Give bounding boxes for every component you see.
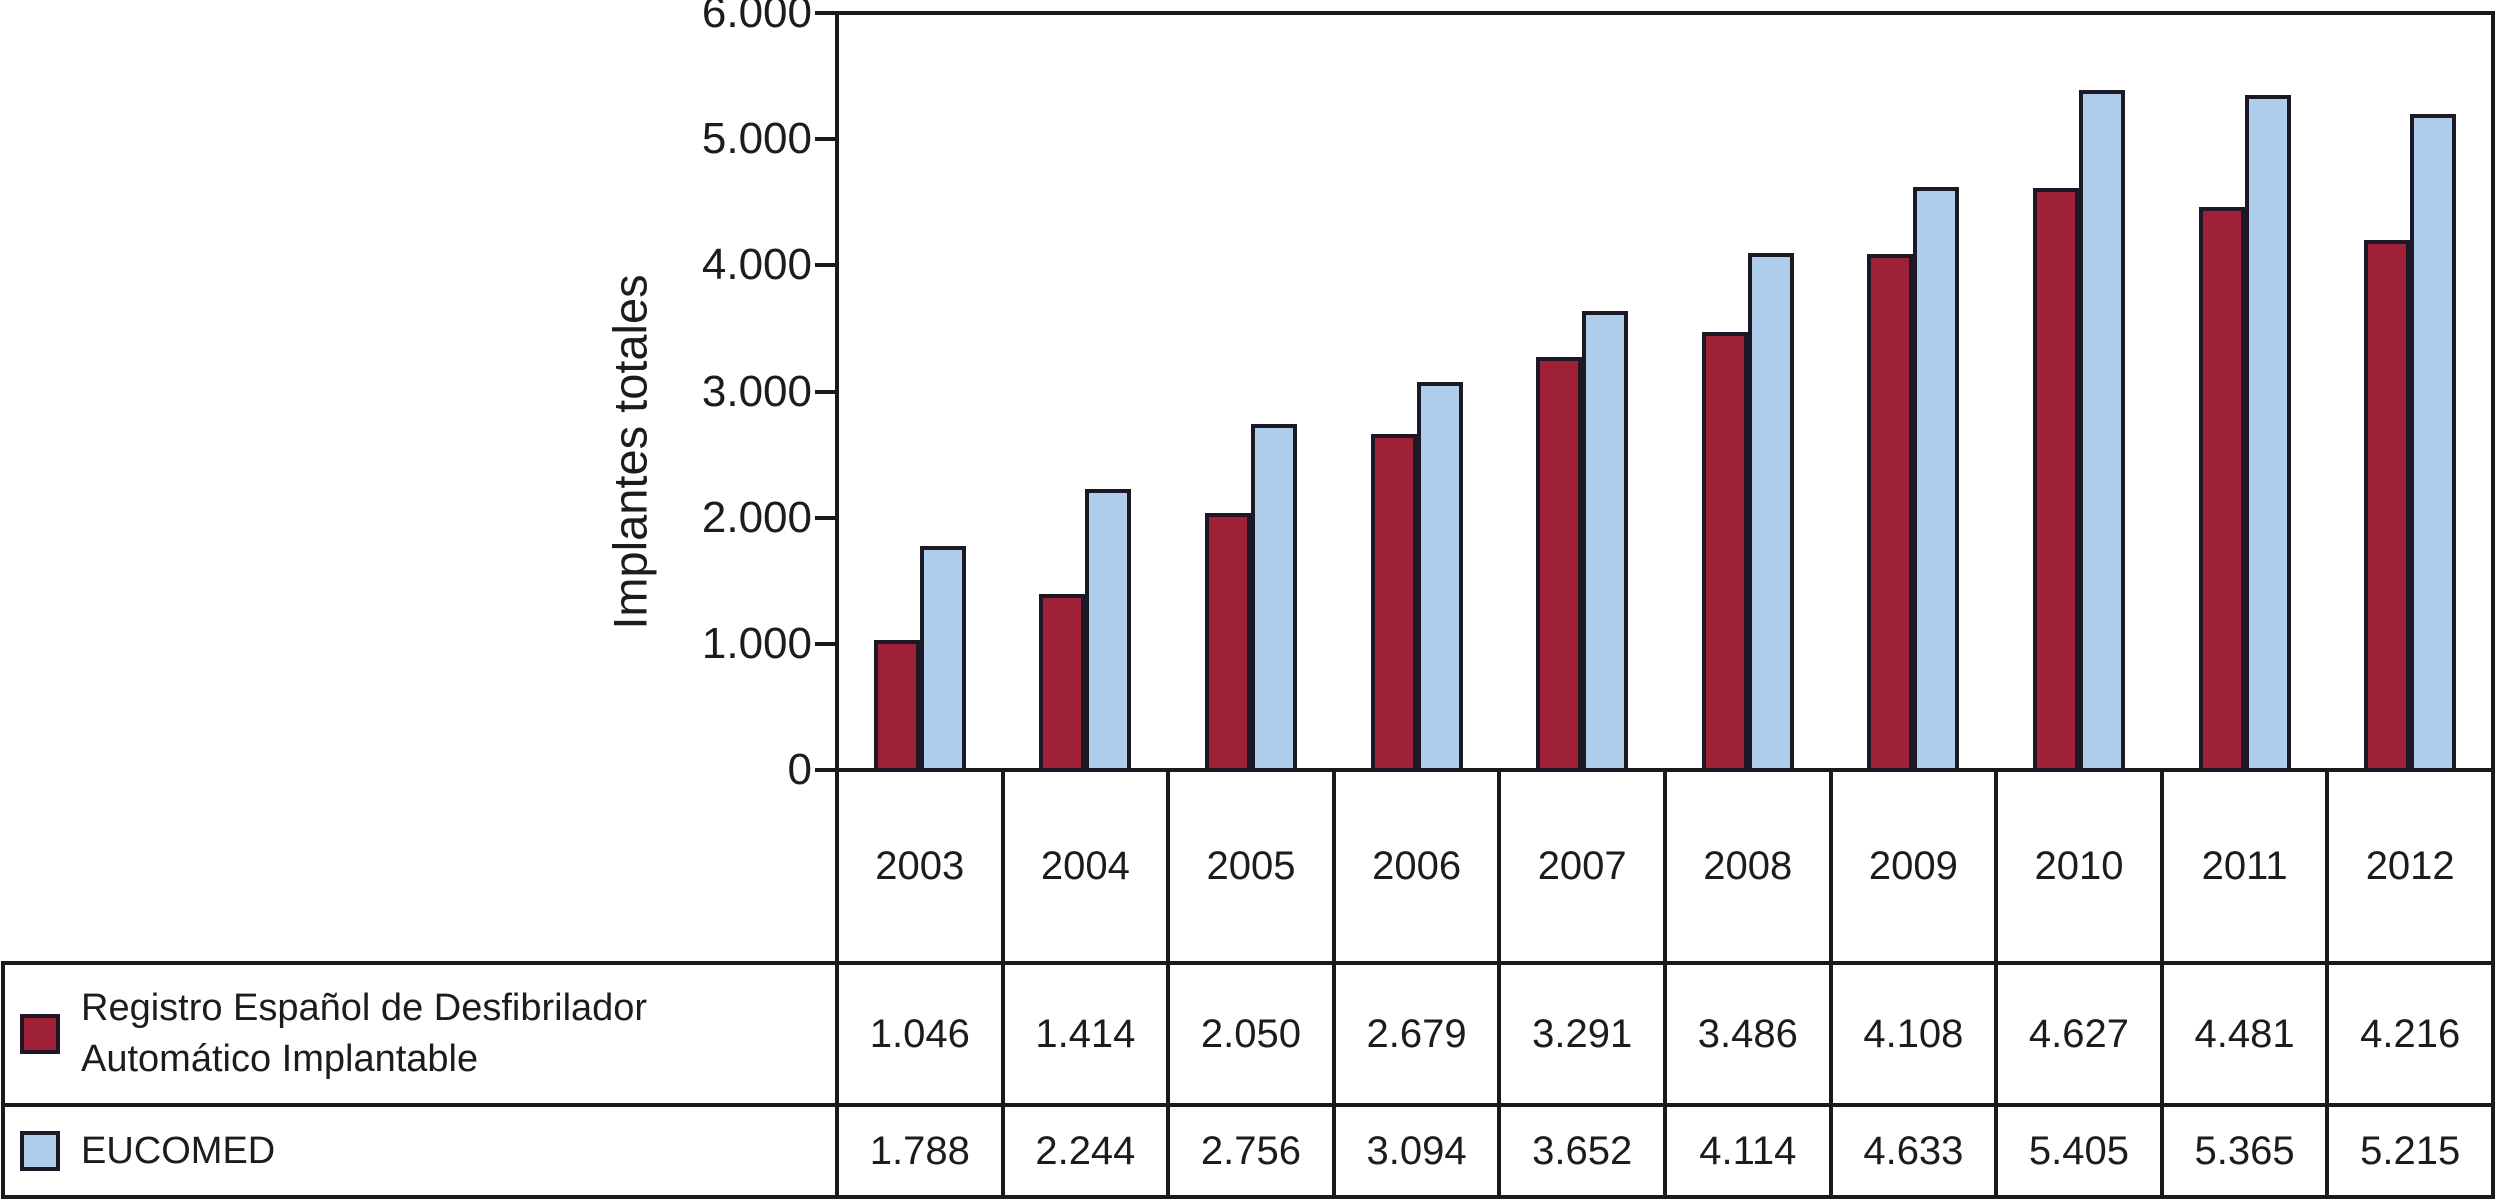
value-cell-registro: 4.216 bbox=[2360, 1011, 2461, 1056]
value-cell-eucomed: 5.405 bbox=[2028, 1128, 2130, 1173]
bar-registro-2011 bbox=[2198, 206, 2245, 772]
year-label: 2008 bbox=[1703, 844, 1793, 888]
bar-eucomed-2010 bbox=[2079, 90, 2125, 772]
bar-eucomed-2007 bbox=[1582, 311, 1629, 772]
table-row-divider bbox=[1, 1103, 2495, 1107]
column-divider bbox=[1331, 768, 1336, 1199]
value-cell-eucomed: 4.633 bbox=[1863, 1128, 1964, 1173]
year-label: 2003 bbox=[875, 844, 965, 888]
column-divider bbox=[1497, 768, 1502, 1199]
y-tick-mark bbox=[815, 515, 837, 520]
legend-swatch-eucomed-icon bbox=[20, 1131, 60, 1171]
value-cell-registro: 2.050 bbox=[1200, 1011, 1302, 1056]
bar-registro-2012 bbox=[2364, 240, 2411, 772]
bar-eucomed-2009 bbox=[1913, 187, 1960, 772]
y-axis-title: Implantes totales bbox=[603, 274, 657, 630]
value-cell-registro: 3.486 bbox=[1697, 1011, 1798, 1056]
year-label: 2009 bbox=[1868, 844, 1958, 888]
column-divider bbox=[1663, 768, 1667, 1199]
year-label: 2006 bbox=[1372, 844, 1462, 888]
y-tick-label: 3.000 bbox=[701, 366, 812, 416]
y-tick-mark bbox=[815, 768, 837, 772]
bar-eucomed-2005 bbox=[1251, 424, 1297, 772]
bar-eucomed-2012 bbox=[2410, 114, 2457, 772]
table-bottom-border bbox=[1, 1195, 2495, 1199]
y-tick-label: 0 bbox=[787, 745, 812, 794]
value-cell-registro: 3.291 bbox=[1532, 1011, 1633, 1056]
legend-label-eucomed: EUCOMED bbox=[81, 1129, 276, 1172]
year-label: 2004 bbox=[1040, 844, 1130, 888]
y-tick-mark bbox=[815, 137, 837, 142]
year-label: 2012 bbox=[2365, 844, 2455, 888]
value-cell-registro: 4.108 bbox=[1863, 1011, 1964, 1056]
year-label: 2011 bbox=[2201, 844, 2288, 888]
column-divider bbox=[1994, 768, 1999, 1199]
legend-swatch-registro-icon bbox=[20, 1014, 60, 1054]
value-cell-registro: 1.046 bbox=[869, 1011, 970, 1056]
plot-top-border bbox=[835, 11, 2495, 15]
year-label: 2010 bbox=[2034, 844, 2124, 888]
y-tick-label: 4.000 bbox=[701, 240, 812, 290]
bar-registro-2005 bbox=[1205, 513, 1251, 772]
bar-eucomed-2008 bbox=[1747, 252, 1794, 772]
y-axis-line bbox=[835, 11, 839, 1199]
bar-eucomed-2011 bbox=[2244, 95, 2291, 772]
value-cell-registro: 1.414 bbox=[1035, 1011, 1136, 1056]
y-tick-mark bbox=[815, 11, 837, 15]
column-divider bbox=[2325, 768, 2330, 1199]
value-cell-eucomed: 5.365 bbox=[2194, 1128, 2295, 1173]
value-cell-eucomed: 2.244 bbox=[1035, 1128, 1136, 1173]
legend-item-eucomed: EUCOMED bbox=[3, 1107, 837, 1195]
column-divider bbox=[1828, 768, 1833, 1199]
legend-item-registro: Registro Español de Desfibrilador Automá… bbox=[3, 965, 837, 1103]
bar-registro-2008 bbox=[1701, 332, 1748, 772]
y-tick-mark bbox=[815, 263, 837, 268]
y-tick-label: 1.000 bbox=[701, 618, 812, 668]
value-cell-registro: 2.679 bbox=[1366, 1011, 1467, 1056]
value-cell-eucomed: 5.215 bbox=[2360, 1128, 2461, 1173]
legend-left-border bbox=[1, 961, 5, 1199]
y-tick-label: 2.000 bbox=[701, 492, 812, 542]
bar-registro-2009 bbox=[1867, 253, 1914, 772]
year-label: 2005 bbox=[1206, 844, 1296, 888]
y-tick-label: 6.000 bbox=[701, 0, 812, 37]
value-cell-eucomed: 3.652 bbox=[1532, 1128, 1633, 1173]
bar-eucomed-2004 bbox=[1085, 488, 1132, 772]
bar-registro-2003 bbox=[873, 640, 920, 772]
value-cell-eucomed: 1.788 bbox=[869, 1128, 970, 1173]
y-tick-label: 5.000 bbox=[701, 114, 812, 164]
year-label: 2007 bbox=[1537, 844, 1627, 888]
value-cell-eucomed: 4.114 bbox=[1699, 1128, 1797, 1173]
bar-eucomed-2006 bbox=[1416, 381, 1463, 772]
y-tick-mark bbox=[815, 641, 837, 646]
plot-right-border bbox=[2491, 11, 2495, 1199]
bar-registro-2007 bbox=[1536, 356, 1583, 772]
y-tick-mark bbox=[815, 389, 837, 394]
value-cell-eucomed: 2.756 bbox=[1200, 1128, 1302, 1173]
value-cell-registro: 4.481 bbox=[2194, 1011, 2295, 1056]
bar-registro-2004 bbox=[1039, 593, 1086, 772]
bar-registro-2010 bbox=[2033, 188, 2079, 772]
column-divider bbox=[2159, 768, 2164, 1199]
value-cell-eucomed: 3.094 bbox=[1366, 1128, 1467, 1173]
legend-label-registro: Registro Español de Desfibrilador Automá… bbox=[81, 987, 648, 1080]
column-divider bbox=[1166, 768, 1171, 1199]
table-top-border bbox=[1, 961, 2495, 965]
bar-registro-2006 bbox=[1370, 433, 1417, 772]
bar-eucomed-2003 bbox=[919, 546, 966, 772]
column-divider bbox=[1000, 768, 1005, 1199]
value-cell-registro: 4.627 bbox=[2028, 1011, 2130, 1056]
